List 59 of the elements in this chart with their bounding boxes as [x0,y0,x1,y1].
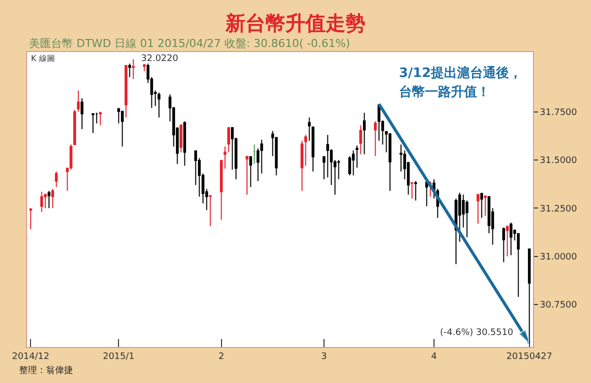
candlestick [356,145,358,168]
candlestick [220,159,223,220]
candlestick [428,180,432,198]
chart-subtitle: 美匯台幣 DTWD 日線 01 2015/04/27 收盤: 30.8610( -0.61%) [29,37,350,50]
candlestick [414,180,418,201]
x-tick-label: 4 [431,352,438,362]
annotation: 台幣一路升值！ [399,84,490,100]
candlestick [120,110,124,147]
candlestick [92,113,94,134]
candlestick [502,226,506,263]
candlestick [252,144,256,164]
candlestick [80,98,84,130]
y-tick-label: 31.5000 [540,156,578,166]
candlestick [76,90,80,112]
candlestick [132,58,135,80]
candlestick [128,63,132,78]
candlestick [410,182,414,200]
y-tick-label: 31.7500 [540,108,578,118]
candlestick [352,150,355,176]
annotation: K 線圖 [31,54,55,63]
candlestick [40,191,44,213]
candlestick [98,111,102,126]
candlestick [425,180,428,207]
candlestick [506,225,509,257]
annotation: (-4.6%) 30.5510 [440,328,514,338]
candlestick [359,124,362,155]
x-tick-label: 2014/12 [12,352,50,362]
candlestick [208,194,212,227]
candlestick [374,120,377,157]
x-tick-label: 20150427 [506,352,552,362]
candlestick [142,63,146,72]
candlestick [29,208,32,230]
candlestick [362,112,366,155]
candlestick [510,222,512,256]
candlestick [476,193,480,224]
candlestick [54,171,58,188]
candlestick [246,156,248,196]
candlestick [180,124,182,153]
candlestick [516,232,520,298]
x-tick-label: 2 [218,352,224,362]
candlestick [249,156,252,188]
x-tick-label: 2015/1 [102,352,135,362]
annotation: 3/12提出滬台通後， [399,65,522,81]
chart-title: 新台幣升值走勢 [224,10,366,35]
text: 整理：翁偉捷 [19,365,73,376]
candlestick [124,65,128,118]
y-tick-label: 31.0000 [540,252,578,263]
candlestick [388,132,392,192]
candlestick [480,192,484,218]
candlestick [48,190,50,209]
candlestick [158,92,160,118]
annotation: 32.0220 [141,54,178,64]
y-tick-label: 30.7500 [540,300,578,311]
candlestick [183,120,186,166]
candlestick [44,193,47,209]
x-tick-label: 3 [321,352,327,362]
y-tick-label: 31.2500 [540,204,578,214]
candlestick [484,195,487,216]
candlestick [51,188,54,209]
